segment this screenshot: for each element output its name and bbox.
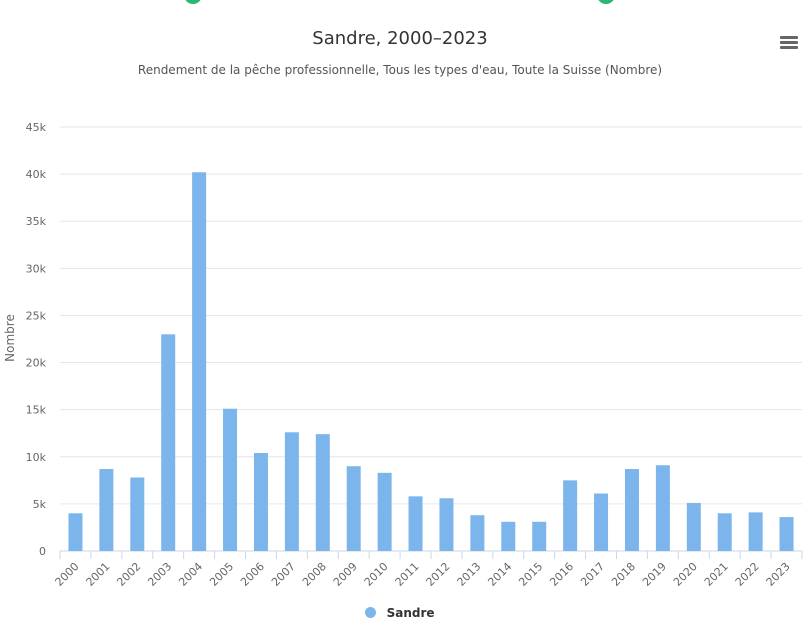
legend[interactable]: Sandre (0, 606, 800, 620)
x-tick-label: 2005 (207, 560, 236, 589)
decorative-right-accent (597, 0, 615, 4)
bar-2003[interactable] (161, 334, 176, 551)
bar-2017[interactable] (594, 493, 609, 551)
hamburger-icon (780, 46, 798, 49)
bar-2022[interactable] (748, 512, 763, 551)
x-tick-label: 2002 (114, 560, 143, 589)
x-tick-label: 2012 (424, 560, 453, 589)
bar-2006[interactable] (253, 453, 268, 551)
x-axis-ticks: 2000 2001 2002 2003 2004 2005 2006 2007 2008 2009… (53, 551, 803, 589)
bar-2002[interactable] (130, 477, 145, 551)
x-tick-label: 2011 (393, 560, 422, 589)
bar-2013[interactable] (470, 515, 485, 551)
bar-2020[interactable] (686, 502, 701, 551)
y-axis-label: Nombre (3, 314, 17, 362)
y-tick-label: 10k (26, 451, 47, 464)
bar-2007[interactable] (284, 432, 299, 551)
bar-2000[interactable] (68, 513, 83, 551)
bar-2021[interactable] (717, 513, 732, 551)
x-tick-label: 2019 (640, 560, 669, 589)
x-tick-label: 2007 (269, 560, 298, 589)
x-tick-label: 2006 (238, 560, 267, 589)
bar-2005[interactable] (223, 408, 238, 551)
bar-2011[interactable] (408, 496, 423, 551)
x-tick-label: 2023 (764, 560, 793, 589)
bar-2012[interactable] (439, 498, 454, 551)
bar-2019[interactable] (655, 465, 670, 551)
y-tick-label: 0 (39, 545, 46, 558)
bar-2010[interactable] (377, 472, 392, 551)
x-tick-label: 2018 (609, 560, 638, 589)
x-tick-label: 2017 (578, 560, 607, 589)
x-tick-label: 2000 (53, 560, 82, 589)
y-tick-label: 15k (26, 404, 47, 417)
bar-2023[interactable] (779, 517, 794, 551)
y-axis-ticks: 0 5k 10k 15k 20k 25k 30k 35k 40k 45k (26, 121, 47, 558)
x-tick-label: 2022 (733, 560, 762, 589)
bar-2018[interactable] (624, 469, 639, 551)
bar-series (68, 172, 794, 551)
x-tick-label: 2021 (702, 560, 731, 589)
decorative-left-accent (184, 0, 202, 4)
bar-2014[interactable] (501, 521, 516, 551)
legend-marker (365, 607, 377, 618)
x-tick-label: 2010 (362, 560, 391, 589)
x-tick-label: 2009 (331, 560, 360, 589)
x-tick-label: 2003 (145, 560, 174, 589)
y-tick-label: 25k (26, 309, 47, 322)
hamburger-icon (780, 36, 798, 39)
chart-subtitle: Rendement de la pêche professionnelle, T… (137, 63, 663, 77)
y-tick-label: 5k (33, 498, 47, 511)
x-tick-label: 2014 (485, 560, 514, 589)
bar-2015[interactable] (532, 521, 547, 551)
bar-2001[interactable] (99, 469, 114, 551)
chart-title: Sandre, 2000–2023 (312, 28, 488, 49)
legend-item-label[interactable]: Sandre (386, 606, 435, 620)
x-tick-label: 2016 (547, 560, 576, 589)
bar-2004[interactable] (192, 172, 207, 551)
bar-2016[interactable] (563, 480, 578, 551)
x-tick-label: 2013 (455, 560, 484, 589)
x-tick-label: 2004 (176, 560, 205, 589)
bar-2008[interactable] (315, 434, 330, 551)
plot-area: 0 5k 10k 15k 20k 25k 30k 35k 40k 45k 2000 2001 2002… (3, 121, 803, 589)
y-tick-label: 20k (26, 357, 47, 370)
bar-2009[interactable] (346, 466, 361, 551)
x-tick-label: 2020 (671, 560, 700, 589)
x-tick-label: 2008 (300, 560, 329, 589)
y-tick-label: 45k (26, 121, 47, 134)
x-tick-label: 2015 (516, 560, 545, 589)
y-tick-label: 40k (26, 168, 47, 181)
x-tick-label: 2001 (84, 560, 113, 589)
y-tick-label: 30k (26, 262, 47, 275)
chart-menu-button[interactable] (780, 36, 798, 52)
hamburger-icon (780, 41, 798, 44)
y-tick-label: 35k (26, 215, 47, 228)
